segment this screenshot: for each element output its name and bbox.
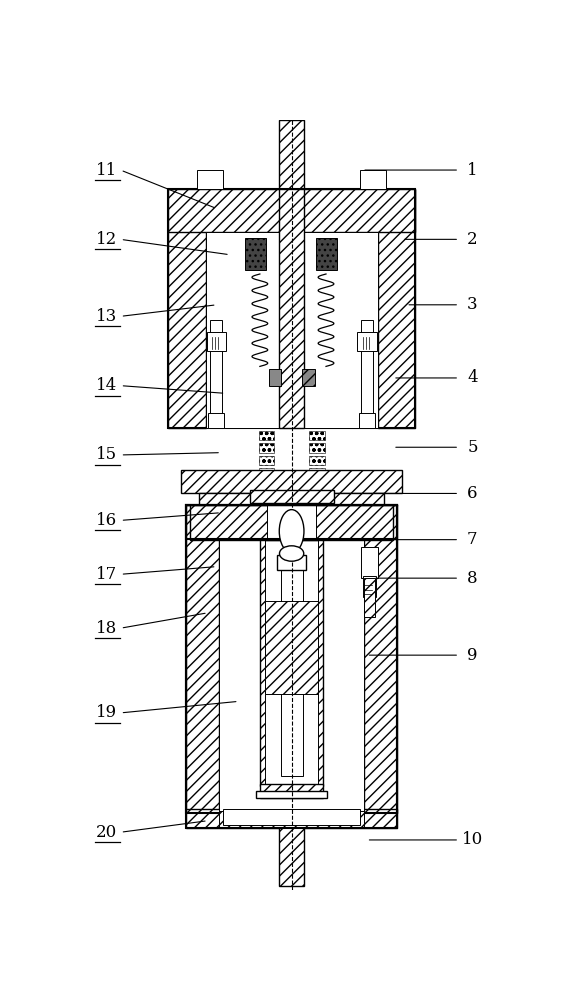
- Bar: [302, 369, 315, 386]
- Bar: [310, 431, 325, 440]
- Text: 5: 5: [467, 439, 477, 456]
- Bar: [316, 238, 337, 270]
- Bar: [267, 505, 316, 540]
- Bar: [258, 505, 274, 514]
- Bar: [258, 431, 274, 440]
- Bar: [207, 332, 226, 351]
- Bar: [168, 189, 205, 428]
- Text: 15: 15: [96, 446, 117, 463]
- Bar: [279, 821, 304, 886]
- Bar: [364, 578, 376, 617]
- Bar: [185, 505, 397, 539]
- Bar: [359, 413, 375, 428]
- Text: 9: 9: [467, 647, 477, 664]
- Bar: [182, 470, 402, 493]
- Bar: [265, 601, 318, 694]
- Bar: [197, 170, 223, 189]
- Text: 2: 2: [467, 231, 478, 248]
- Bar: [279, 120, 304, 189]
- Bar: [168, 189, 415, 428]
- Bar: [199, 493, 384, 536]
- Bar: [260, 540, 323, 786]
- Bar: [357, 332, 377, 351]
- Bar: [258, 468, 274, 477]
- Bar: [378, 189, 415, 428]
- Bar: [208, 413, 224, 428]
- Text: 4: 4: [467, 369, 478, 386]
- Bar: [260, 540, 265, 786]
- Bar: [210, 320, 222, 428]
- Bar: [258, 480, 274, 490]
- Text: 8: 8: [467, 570, 478, 587]
- Bar: [258, 443, 274, 453]
- Bar: [205, 232, 378, 428]
- Bar: [364, 576, 376, 597]
- Bar: [281, 560, 303, 776]
- Bar: [361, 320, 373, 428]
- Text: 19: 19: [96, 704, 117, 721]
- Bar: [269, 369, 281, 386]
- Text: 11: 11: [96, 162, 117, 179]
- Bar: [360, 170, 386, 189]
- Text: 6: 6: [467, 485, 477, 502]
- Ellipse shape: [279, 546, 304, 561]
- Text: 10: 10: [462, 831, 483, 848]
- Bar: [219, 811, 364, 828]
- Bar: [245, 238, 266, 270]
- Bar: [185, 505, 397, 828]
- Bar: [256, 791, 327, 798]
- Bar: [168, 189, 415, 232]
- Bar: [258, 456, 274, 465]
- Bar: [258, 493, 274, 502]
- Text: 3: 3: [467, 296, 478, 313]
- Bar: [310, 443, 325, 453]
- Text: 1: 1: [467, 162, 478, 179]
- Bar: [310, 505, 325, 514]
- Bar: [318, 540, 323, 786]
- Text: 14: 14: [96, 377, 117, 394]
- Bar: [250, 490, 333, 503]
- Bar: [185, 809, 397, 828]
- Bar: [190, 505, 393, 540]
- Text: 16: 16: [96, 512, 117, 529]
- Bar: [361, 547, 378, 578]
- Text: 12: 12: [96, 231, 117, 248]
- Bar: [279, 189, 304, 428]
- Text: 7: 7: [467, 531, 478, 548]
- Text: 13: 13: [96, 308, 117, 325]
- Bar: [260, 784, 323, 798]
- Bar: [310, 468, 325, 477]
- Bar: [277, 555, 306, 570]
- Bar: [219, 505, 364, 813]
- Bar: [223, 809, 360, 825]
- Bar: [310, 493, 325, 502]
- Bar: [364, 505, 397, 813]
- Bar: [185, 505, 397, 813]
- Bar: [310, 480, 325, 490]
- Bar: [185, 505, 219, 813]
- Text: 20: 20: [96, 824, 117, 841]
- Text: 18: 18: [96, 620, 117, 637]
- Circle shape: [279, 510, 304, 553]
- Bar: [310, 456, 325, 465]
- Text: 17: 17: [96, 566, 117, 583]
